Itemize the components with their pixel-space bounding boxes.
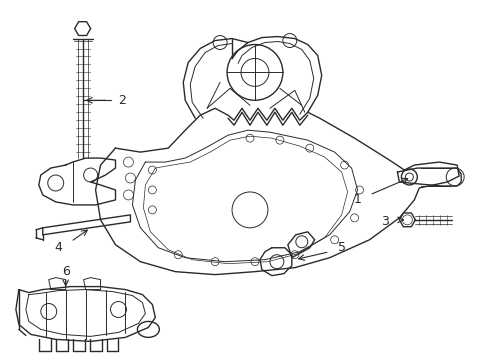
Text: 1: 1 [354, 193, 362, 206]
Text: 4: 4 [55, 241, 63, 254]
Text: 2: 2 [119, 94, 126, 107]
Text: 3: 3 [382, 215, 390, 228]
Text: 6: 6 [62, 265, 70, 278]
Text: 5: 5 [338, 241, 345, 254]
